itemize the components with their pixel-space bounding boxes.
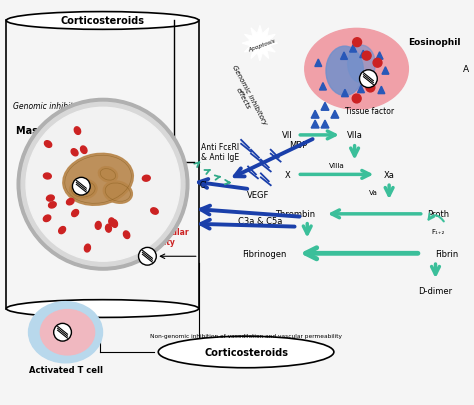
Ellipse shape [46, 196, 54, 202]
Polygon shape [378, 87, 385, 94]
Ellipse shape [72, 210, 79, 217]
Ellipse shape [70, 180, 97, 200]
Text: VEGF: VEGF [246, 190, 269, 199]
Circle shape [352, 95, 361, 104]
Text: Eosinophil: Eosinophil [408, 38, 460, 47]
Text: Corticosteroids: Corticosteroids [204, 347, 288, 357]
Circle shape [54, 324, 72, 341]
Text: Fibrin: Fibrin [436, 249, 459, 258]
Text: Genomic inhibitory effects: Genomic inhibitory effects [13, 102, 114, 111]
Text: Increased vascular
permeability: Increased vascular permeability [107, 227, 188, 247]
Circle shape [21, 103, 185, 266]
Circle shape [362, 52, 371, 61]
Polygon shape [341, 90, 348, 98]
Ellipse shape [43, 215, 51, 222]
Text: Anti FcεRI
& Anti IgE: Anti FcεRI & Anti IgE [201, 143, 239, 162]
Polygon shape [350, 45, 356, 53]
Text: Non-genomic inhibition of vasodilation and vascular permeability: Non-genomic inhibition of vasodilation a… [150, 333, 342, 338]
Circle shape [359, 70, 377, 88]
Text: MBP: MBP [290, 141, 308, 150]
Ellipse shape [6, 300, 199, 318]
Text: Xa: Xa [383, 171, 394, 179]
Text: Genomic inhibitory
effects: Genomic inhibitory effects [225, 64, 267, 129]
Polygon shape [360, 51, 367, 58]
Ellipse shape [106, 225, 111, 232]
Ellipse shape [348, 46, 375, 83]
Text: Proth: Proth [428, 210, 450, 219]
Ellipse shape [59, 227, 65, 234]
Ellipse shape [44, 174, 51, 179]
Polygon shape [382, 68, 389, 75]
Ellipse shape [111, 220, 118, 228]
Polygon shape [242, 26, 278, 62]
Circle shape [26, 108, 180, 262]
Ellipse shape [305, 29, 409, 110]
Polygon shape [315, 60, 322, 67]
Ellipse shape [151, 208, 158, 215]
Text: Tissue factor: Tissue factor [345, 107, 394, 115]
Ellipse shape [123, 231, 130, 239]
Text: C3a & C5a: C3a & C5a [237, 217, 282, 226]
Polygon shape [357, 86, 365, 94]
Text: Corticosteroids: Corticosteroids [61, 17, 145, 26]
Ellipse shape [63, 154, 133, 206]
Ellipse shape [142, 176, 150, 182]
Ellipse shape [66, 199, 74, 205]
Ellipse shape [109, 218, 115, 226]
Text: D-dimer: D-dimer [419, 287, 453, 296]
Text: F₁₊₂: F₁₊₂ [432, 228, 445, 234]
Polygon shape [331, 111, 339, 119]
Circle shape [353, 38, 362, 47]
Polygon shape [311, 111, 319, 119]
Ellipse shape [84, 245, 91, 252]
Ellipse shape [6, 13, 199, 30]
Text: Fibrinogen: Fibrinogen [242, 249, 286, 258]
Circle shape [17, 99, 189, 271]
Ellipse shape [71, 149, 78, 156]
Text: VII: VII [282, 131, 293, 140]
Text: VIIIa: VIIIa [329, 162, 345, 168]
Polygon shape [319, 83, 327, 91]
Text: VIIa: VIIa [346, 131, 363, 140]
Text: Ar: Ar [463, 65, 473, 74]
Ellipse shape [158, 336, 334, 368]
Polygon shape [321, 103, 329, 111]
Ellipse shape [40, 310, 95, 355]
Ellipse shape [81, 147, 87, 154]
Text: X: X [284, 171, 291, 179]
Text: Mast cell: Mast cell [16, 126, 65, 136]
Ellipse shape [98, 167, 118, 183]
Circle shape [138, 248, 156, 266]
Ellipse shape [326, 47, 364, 96]
Polygon shape [376, 53, 383, 60]
Text: Activated T cell: Activated T cell [28, 365, 102, 374]
Text: Va: Va [369, 190, 378, 196]
Text: Apoptosis: Apoptosis [247, 39, 276, 53]
Circle shape [373, 59, 382, 68]
Ellipse shape [95, 222, 101, 230]
Ellipse shape [28, 302, 102, 363]
Ellipse shape [48, 202, 56, 209]
Text: C': C' [200, 180, 207, 189]
Ellipse shape [103, 181, 132, 204]
Polygon shape [321, 121, 329, 129]
Circle shape [366, 84, 375, 93]
Circle shape [73, 178, 90, 196]
Ellipse shape [45, 141, 52, 148]
Polygon shape [311, 121, 319, 129]
Polygon shape [340, 53, 347, 60]
Text: Thrombin: Thrombin [275, 210, 315, 219]
Ellipse shape [74, 128, 81, 135]
